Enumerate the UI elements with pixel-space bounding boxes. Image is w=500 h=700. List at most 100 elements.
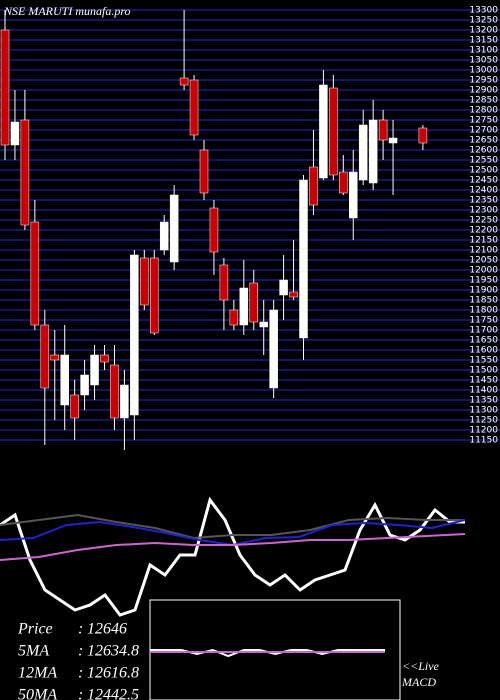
indicator-line — [0, 533, 466, 561]
y-tick-label: 13250 — [469, 16, 498, 26]
y-tick-label: 13150 — [469, 36, 498, 46]
y-tick-label: 11750 — [469, 316, 498, 326]
stat-value: 12634.8 — [87, 643, 139, 660]
y-tick-label: 11500 — [469, 366, 498, 376]
y-tick-label: 11250 — [469, 416, 498, 426]
candle-body — [50, 354, 59, 361]
y-tick-label: 12050 — [469, 256, 498, 266]
stat-label: 5MA — [18, 643, 49, 660]
y-tick-label: 13050 — [469, 56, 498, 66]
candle-body — [378, 119, 388, 141]
y-tick-label: 11200 — [469, 426, 498, 436]
candle-body — [349, 171, 358, 219]
y-tick-label: 12850 — [469, 96, 498, 106]
candle-body — [140, 257, 149, 306]
candle-body — [80, 374, 89, 396]
candle-body — [388, 137, 398, 144]
macd-label: MACD — [401, 675, 436, 689]
y-tick-label: 12800 — [469, 106, 498, 116]
y-tick-label: 12700 — [469, 126, 498, 136]
y-tick-label: 12500 — [469, 166, 498, 176]
y-tick-label: 11150 — [469, 436, 498, 446]
stat-sep: : — [78, 621, 83, 638]
candle-body — [40, 324, 50, 389]
candle-body — [159, 221, 169, 251]
y-tick-label: 11700 — [469, 326, 498, 336]
y-tick-label: 11850 — [469, 296, 498, 306]
candle-body — [100, 354, 109, 363]
y-tick-label: 12450 — [469, 176, 498, 186]
candle-body — [179, 77, 189, 86]
y-tick-label: 11950 — [469, 276, 498, 286]
y-tick-label: 12100 — [469, 246, 498, 256]
candle-body — [30, 221, 40, 326]
candle-body — [120, 384, 129, 419]
candle-body — [229, 309, 239, 326]
candle-body — [219, 264, 229, 301]
candle-body — [130, 254, 139, 416]
stat-value: 12646 — [87, 621, 127, 638]
candle-body — [189, 79, 199, 136]
y-tick-label: 11600 — [469, 346, 498, 356]
y-tick-label: 12900 — [469, 86, 498, 96]
candle-body — [339, 171, 348, 194]
live-note: <<Live — [402, 659, 440, 673]
candle-body — [60, 354, 69, 406]
y-tick-label: 13100 — [469, 46, 498, 56]
y-tick-label: 11350 — [469, 396, 498, 406]
y-tick-label: 12000 — [469, 266, 498, 276]
candle-body — [20, 119, 30, 226]
y-tick-label: 12200 — [469, 226, 498, 236]
y-tick-label: 12350 — [469, 196, 498, 206]
candle-body — [0, 29, 10, 146]
stat-label: Price — [17, 621, 53, 638]
candle-body — [358, 124, 368, 181]
candle-body — [368, 119, 378, 184]
y-tick-label: 12750 — [469, 116, 498, 126]
candle-body — [70, 394, 79, 419]
candle-body — [279, 279, 288, 296]
candle-body — [418, 127, 428, 144]
indicator-line — [0, 496, 465, 617]
candle-body — [299, 179, 308, 339]
y-tick-label: 13000 — [469, 66, 498, 76]
candle-body — [259, 321, 268, 328]
y-tick-label: 11800 — [469, 306, 498, 316]
indicator-line — [0, 513, 465, 540]
candle-body — [329, 87, 338, 176]
y-tick-label: 12550 — [469, 156, 498, 166]
y-tick-label: 12300 — [469, 206, 498, 216]
candle-body — [150, 257, 159, 334]
stat-label: 50MA — [18, 687, 57, 700]
y-tick-label: 12150 — [469, 236, 498, 246]
y-tick-label: 11650 — [469, 336, 498, 346]
stat-label: 12MA — [18, 665, 57, 682]
candle-body — [289, 291, 298, 298]
y-tick-label: 13300 — [469, 6, 498, 16]
y-tick-label: 13200 — [469, 26, 498, 36]
y-tick-label: 12250 — [469, 216, 498, 226]
candle-body — [199, 149, 209, 194]
y-tick-label: 12650 — [469, 136, 498, 146]
candle-body — [169, 194, 179, 263]
candle-body — [110, 364, 119, 419]
chart-title: NSE MARUTI munafa.pro — [3, 4, 131, 18]
y-tick-label: 11400 — [469, 386, 498, 396]
candle-body — [249, 282, 258, 323]
stat-value: 12442.5 — [87, 687, 139, 700]
stat-sep: : — [78, 687, 83, 700]
stat-value: 12616.8 — [87, 665, 139, 682]
stat-sep: : — [78, 643, 83, 660]
candle-body — [309, 166, 318, 206]
stat-sep: : — [78, 665, 83, 682]
y-tick-label: 11550 — [469, 356, 498, 366]
y-tick-label: 12600 — [469, 146, 498, 156]
y-tick-label: 12950 — [469, 76, 498, 86]
candle-body — [239, 287, 249, 326]
candle-body — [90, 354, 99, 386]
candle-body — [209, 207, 219, 253]
y-tick-label: 11300 — [469, 406, 498, 416]
candle-body — [269, 309, 278, 389]
y-tick-label: 12400 — [469, 186, 498, 196]
